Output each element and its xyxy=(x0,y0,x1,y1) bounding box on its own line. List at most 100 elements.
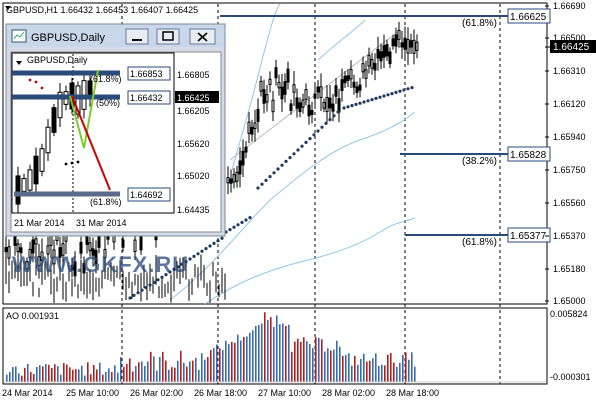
candle-body xyxy=(358,84,362,91)
candle-body xyxy=(241,150,245,166)
candle-body xyxy=(349,69,353,80)
candle-body xyxy=(91,248,95,256)
time-label: 27 Mar 10:00 xyxy=(258,388,311,398)
candle-body xyxy=(7,246,11,259)
ao-bar xyxy=(171,367,173,382)
ao-bar xyxy=(342,355,344,382)
candle-body xyxy=(325,97,329,113)
daily-candle-body xyxy=(15,175,21,205)
candle-body xyxy=(361,63,365,73)
psar-dot xyxy=(264,178,268,182)
ao-bar xyxy=(288,324,290,382)
ao-bar xyxy=(21,375,23,382)
ao-bar xyxy=(285,325,287,382)
price-candles xyxy=(4,21,419,303)
level-price-box-1 xyxy=(507,8,551,24)
current-price-label: 1.66425 xyxy=(553,42,590,53)
daily-level-price-1: 1.66853 xyxy=(130,69,163,79)
psar-dot xyxy=(390,92,394,96)
ao-bar xyxy=(195,357,197,382)
psar-dot xyxy=(216,239,220,243)
candle-body xyxy=(415,41,419,51)
candle-body xyxy=(268,78,272,85)
ao-bar xyxy=(330,350,332,382)
ao-bar xyxy=(201,353,203,382)
psar-dot xyxy=(366,99,370,103)
candle-body xyxy=(340,79,344,92)
candle-body xyxy=(61,243,65,256)
ao-bar xyxy=(96,369,98,382)
ao-bar xyxy=(39,365,41,382)
candle-body xyxy=(37,256,41,267)
ao-bar xyxy=(183,362,185,382)
ao-bar xyxy=(246,336,248,382)
candle-body xyxy=(82,263,86,274)
candle-body xyxy=(337,98,341,113)
ao-bar xyxy=(360,358,362,382)
ao-bar xyxy=(282,323,284,382)
psar-dot xyxy=(132,293,136,297)
daily-candle-body xyxy=(27,169,33,191)
psar-dot xyxy=(398,89,402,93)
chart-title-arrow-icon[interactable] xyxy=(5,6,11,10)
ao-bar xyxy=(135,366,137,382)
psar-dot xyxy=(268,175,272,179)
level-pct-3: (61.8%) xyxy=(462,237,497,248)
psar-dot xyxy=(220,236,224,240)
ao-bar xyxy=(264,312,266,382)
level-price-2: 1.65828 xyxy=(510,150,547,161)
candle-body xyxy=(25,261,29,270)
maximize-button[interactable] xyxy=(156,28,180,45)
daily-candle-body xyxy=(33,155,39,185)
time-label: 26 Mar 18:00 xyxy=(194,388,247,398)
ao-bar xyxy=(249,332,251,382)
psar-dot xyxy=(128,296,132,300)
psar-dot xyxy=(236,223,240,227)
minimize-button-bg[interactable] xyxy=(125,28,149,45)
psar-dot xyxy=(192,254,196,258)
candle-body xyxy=(88,242,92,252)
psar-dot xyxy=(176,265,180,269)
ao-bar xyxy=(306,341,308,382)
close-button[interactable] xyxy=(189,28,216,45)
ao-bar xyxy=(90,374,92,382)
daily-price-label: 1.66205 xyxy=(177,106,210,116)
ao-bar xyxy=(366,361,368,382)
ao-bar xyxy=(231,341,233,382)
candle-body xyxy=(40,251,44,262)
ao-bar xyxy=(162,351,164,382)
candle-body xyxy=(28,248,32,259)
ao-bar xyxy=(9,372,11,382)
ao-bar xyxy=(147,361,149,382)
candle-body xyxy=(370,59,374,69)
candle-body xyxy=(286,68,290,83)
ao-bar xyxy=(207,357,209,382)
minimize-button[interactable] xyxy=(125,28,149,45)
daily-psar-dot xyxy=(64,162,68,166)
chart-title: GBPUSD,H1 1.66432 1.66453 1.66407 1.6642… xyxy=(6,5,198,15)
psar-dot xyxy=(232,225,236,229)
psar-dot xyxy=(160,275,164,279)
ao-plot-frame xyxy=(2,307,548,385)
ao-bar xyxy=(240,340,242,382)
candle-body xyxy=(319,86,323,99)
daily-window[interactable]: GBPUSD,Daily GBPUSD,Daily xyxy=(5,23,226,237)
daily-chart-arrow-icon[interactable] xyxy=(16,61,22,65)
ao-bar xyxy=(141,361,143,382)
daily-chart-label: GBPUSD,Daily xyxy=(27,55,88,65)
psar-dot xyxy=(164,273,168,277)
time-label: 26 Mar 02:00 xyxy=(130,388,183,398)
candle-body xyxy=(52,249,56,265)
psar-dot xyxy=(180,262,184,266)
daily-current-price-box xyxy=(175,91,219,103)
psar-dot xyxy=(304,140,308,144)
psar-dot xyxy=(374,96,378,100)
price-axis-label: 1.66690 xyxy=(553,1,586,11)
price-axis-label: 1.65940 xyxy=(553,132,586,142)
ao-bar xyxy=(228,344,230,382)
band-upper-lower-segment xyxy=(169,111,416,301)
psar-dot xyxy=(140,288,144,292)
daily-candle-body xyxy=(21,178,27,192)
daily-green-line-2 xyxy=(83,69,99,149)
